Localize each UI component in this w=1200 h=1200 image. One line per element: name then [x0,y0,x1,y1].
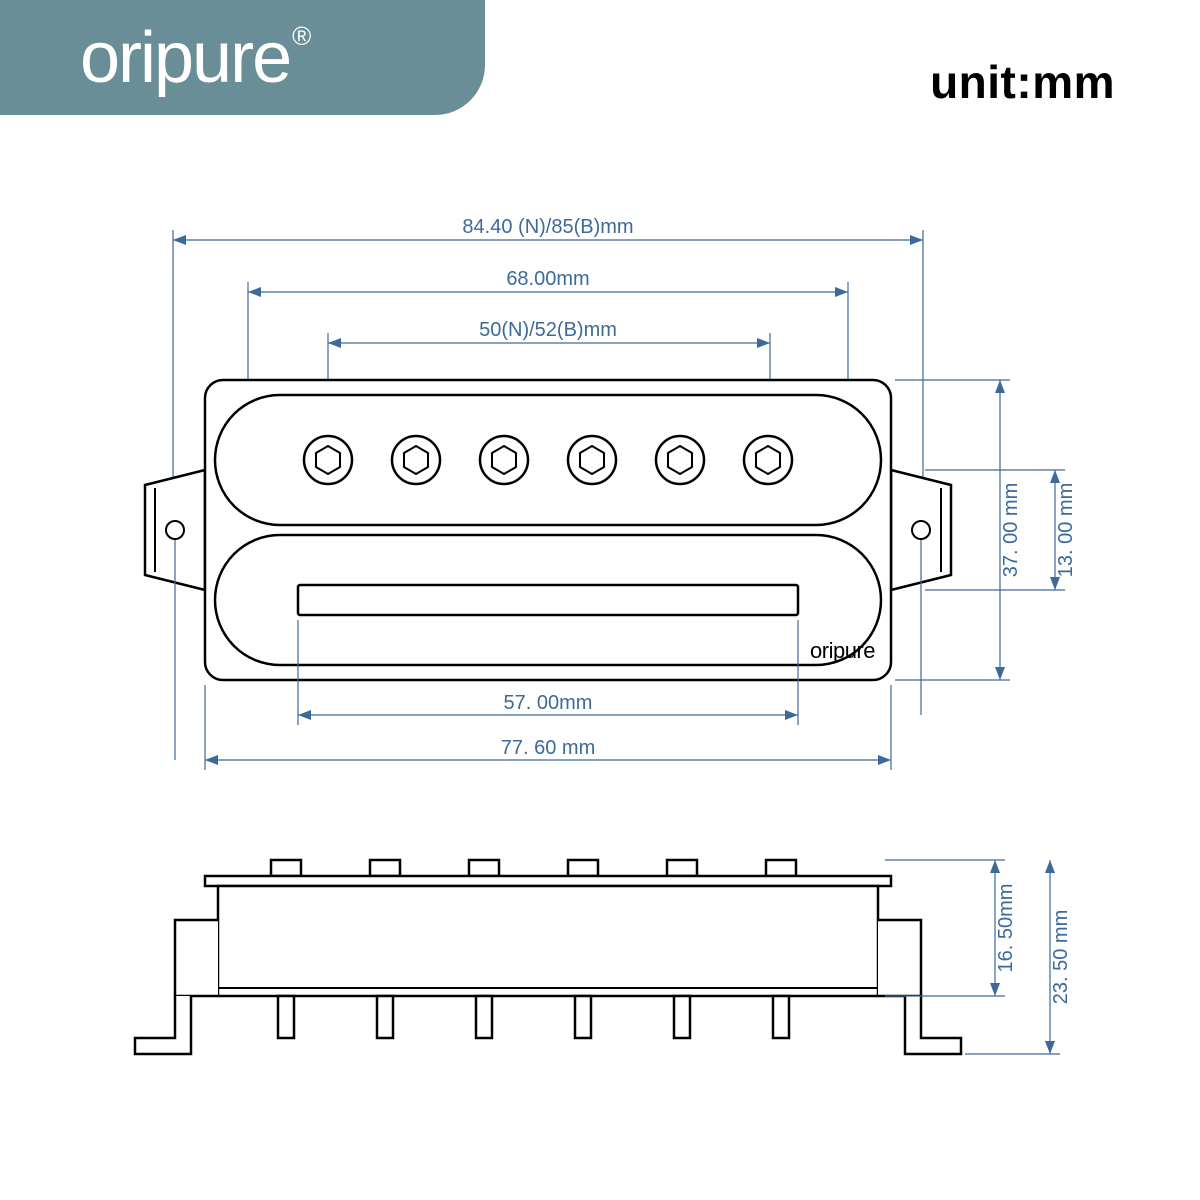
pickup-top-view: oripure [145,380,951,680]
dim-label: 37. 00 mm [1000,483,1022,577]
dim-label: 57. 00mm [504,692,593,714]
dim-label: 84.40 (N)/85(B)mm [462,216,633,238]
brand-badge: oripure® [0,0,485,115]
dim-label: 23. 50 mm [1050,910,1072,1004]
brand-word: oripure [80,18,290,98]
part-brand-text: oripure [810,638,875,663]
top-view-drawing: 84.40 (N)/85(B)mm 68.00mm 50(N)/52(B)mm [0,200,1200,780]
side-view-drawing: 16. 50mm 23. 50 mm [0,830,1200,1110]
pickup-side-view [135,860,961,1054]
dim-label: 50(N)/52(B)mm [479,319,617,341]
dim-label: 16. 50mm [995,884,1017,973]
side-legs [278,996,789,1038]
unit-label: unit:mm [930,55,1115,109]
side-poles [271,860,796,876]
dim-label: 68.00mm [506,268,589,290]
dim-side-23: 23. 50 mm [965,860,1072,1054]
registered-mark: ® [292,21,309,51]
dim-label: 77. 60 mm [501,737,595,759]
dim-label: 13. 00 mm [1055,483,1077,577]
brand-logo-text: oripure® [80,17,307,99]
